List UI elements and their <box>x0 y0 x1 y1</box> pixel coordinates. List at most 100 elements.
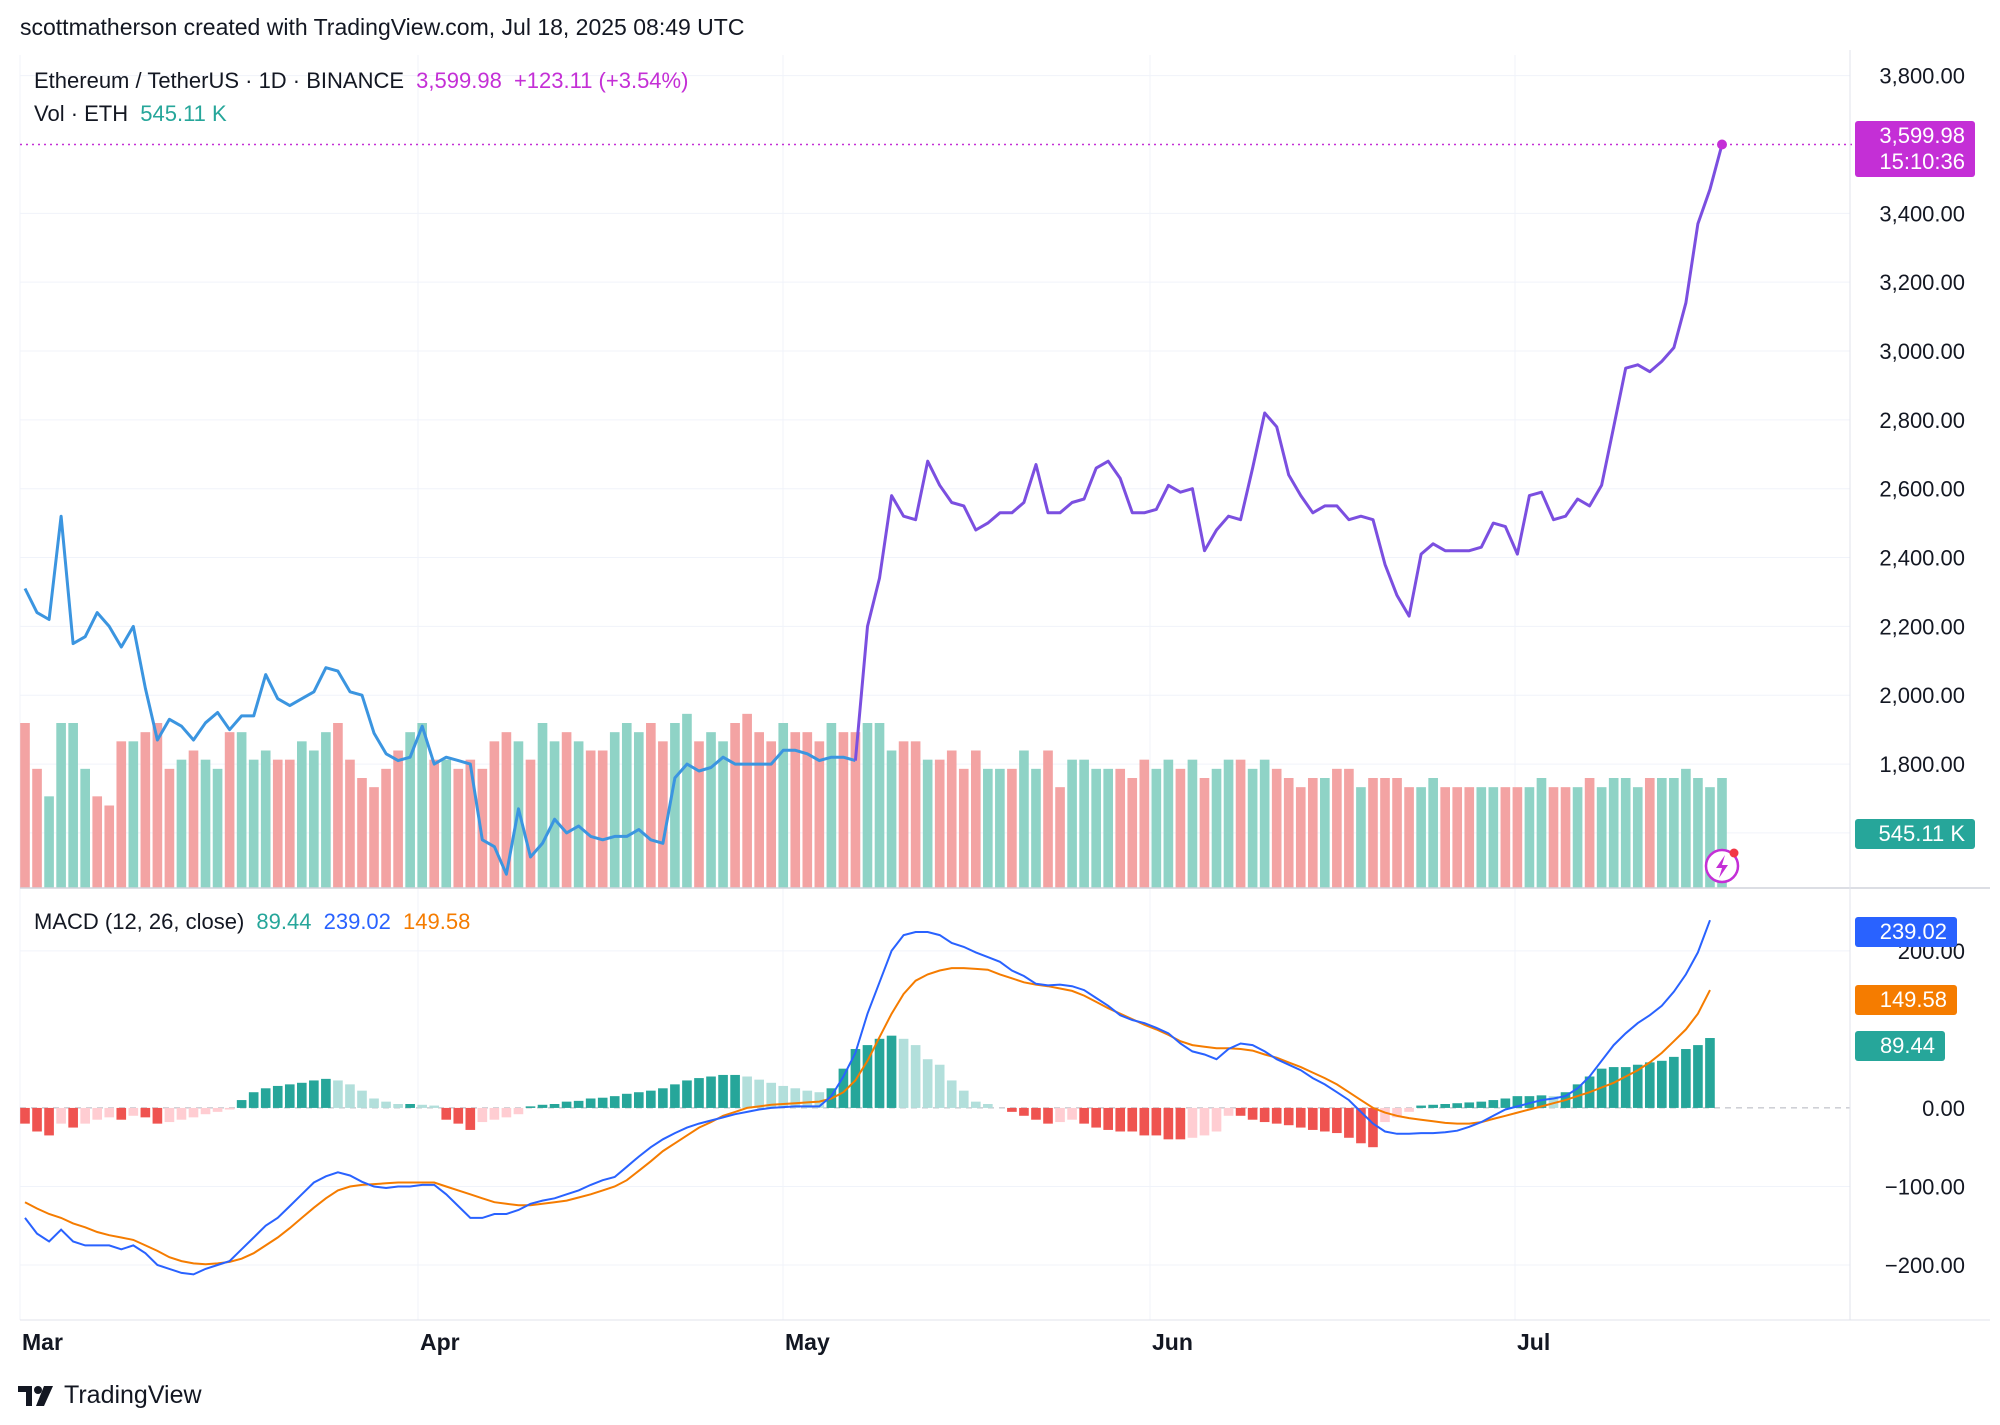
volume-bar <box>1043 750 1053 888</box>
macd-hist-bar <box>1223 1107 1234 1116</box>
macd-line-value: 239.02 <box>323 909 391 934</box>
volume-bar <box>862 723 873 888</box>
volume-bar <box>730 723 740 888</box>
macd-line <box>24 919 1711 1276</box>
volume-bar <box>1007 768 1017 888</box>
macd-hist-bar <box>44 1107 54 1136</box>
signal-line <box>24 967 1711 1266</box>
price-change-value: +123.11 (+3.54%) <box>513 68 689 93</box>
volume-bar <box>549 741 560 888</box>
macd-hist-bar <box>922 1059 933 1108</box>
price-line-late <box>853 144 1724 761</box>
volume-bar <box>260 750 271 888</box>
macd-hist-bar <box>1476 1101 1487 1108</box>
macd-hist-bar <box>381 1101 391 1108</box>
macd-hist-bar <box>1512 1096 1523 1108</box>
volume-bar <box>357 778 367 888</box>
macd-hist-bar <box>1235 1107 1246 1116</box>
lightning-alert-icon <box>1704 848 1740 884</box>
volume-bar <box>489 741 500 888</box>
macd-hist-bar <box>549 1104 560 1108</box>
volume-bar <box>1151 768 1162 888</box>
macd-hist-bar <box>1031 1107 1041 1120</box>
volume-bar <box>1320 778 1330 888</box>
macd-hist-bar <box>1211 1107 1222 1132</box>
tradingview-brand[interactable]: TradingView <box>18 1381 202 1410</box>
macd-hist-bar <box>1139 1107 1150 1136</box>
macd-hist-bar <box>1500 1098 1511 1108</box>
macd-hist-bar <box>682 1080 692 1108</box>
volume-bar <box>1055 787 1065 888</box>
macd-hist-bar <box>573 1100 584 1108</box>
macd-label: MACD (12, 26, close) <box>34 909 245 934</box>
volume-bar <box>898 741 909 888</box>
volume-bar <box>633 732 644 888</box>
volume-bar <box>1115 768 1126 888</box>
macd-hist-bar <box>898 1038 909 1108</box>
volume-bar <box>597 750 608 888</box>
macd-hist-bar <box>1524 1096 1535 1108</box>
price-tick-label: 2,200.00 <box>1879 614 1965 639</box>
volume-bar <box>1476 787 1487 888</box>
macd-hist-bar <box>1259 1107 1270 1123</box>
volume-bar <box>188 750 199 888</box>
macd-hist-bar <box>1644 1062 1655 1108</box>
volume-bar <box>838 732 849 888</box>
volume-bar <box>393 750 403 888</box>
macd-hist-bar <box>465 1107 476 1130</box>
volume-bar <box>1091 768 1101 888</box>
volume-bar <box>369 787 379 888</box>
volume-bar <box>1572 787 1583 888</box>
macd-axis: 200.000.00−100.00−200.00 <box>1885 939 1965 1278</box>
macd-hist-bar <box>814 1092 825 1108</box>
macd-hist-bar <box>1115 1107 1126 1132</box>
volume-bar <box>1199 778 1210 888</box>
volume-bar <box>333 723 343 888</box>
price-tick-label: 3,400.00 <box>1879 201 1965 226</box>
volume-bar <box>1271 768 1282 888</box>
macd-hist-bar <box>670 1084 680 1108</box>
volume-bar <box>609 732 620 888</box>
macd-hist-bar <box>128 1107 139 1116</box>
volume-bar <box>441 759 452 888</box>
macd-hist-bar <box>1103 1107 1114 1130</box>
macd-hist-bar <box>309 1080 319 1108</box>
macd-hist-bar <box>1416 1105 1426 1108</box>
volume-bar <box>140 732 151 888</box>
macd-hist-bar <box>1705 1038 1715 1108</box>
macd-hist-bar <box>477 1107 488 1123</box>
macd-hist-bar <box>1067 1107 1077 1120</box>
macd-hist-bar <box>1488 1100 1499 1108</box>
macd-hist-bar <box>248 1092 259 1108</box>
macd-hist-bar <box>766 1082 777 1108</box>
volume-bar <box>778 723 789 888</box>
volume-bar <box>1608 778 1619 888</box>
macd-hist-bar <box>1428 1104 1438 1108</box>
macd-hist-bar <box>585 1098 596 1108</box>
volume-bar <box>850 732 861 888</box>
volume-bar <box>561 732 572 888</box>
macd-hist-bar <box>357 1090 367 1108</box>
macd-hist-bar <box>284 1084 295 1108</box>
volume-bar <box>200 759 211 888</box>
main-legend: Ethereum / TetherUS · 1D · BINANCE 3,599… <box>34 68 694 94</box>
price-tick-label: 2,600.00 <box>1879 477 1965 502</box>
macd-hist-bar <box>1536 1095 1547 1108</box>
volume-legend: Vol · ETH 545.11 K <box>34 101 233 127</box>
volume-bar <box>946 750 957 888</box>
volume-bar <box>1295 787 1306 888</box>
macd-hist-bar <box>983 1104 993 1108</box>
macd-hist-bar <box>345 1084 355 1108</box>
volume-bar <box>1139 759 1150 888</box>
macd-hist-bar <box>1657 1060 1667 1108</box>
macd-hist-bar <box>453 1107 464 1124</box>
tradingview-logo-icon <box>18 1385 53 1406</box>
volume-bar <box>1657 778 1667 888</box>
volume-bar <box>116 741 127 888</box>
price-tick-label: 3,200.00 <box>1879 270 1965 295</box>
volume-bar <box>1500 787 1511 888</box>
volume-bar <box>405 732 415 888</box>
volume-bar <box>1693 778 1703 888</box>
macd-hist-bar <box>1320 1107 1330 1132</box>
